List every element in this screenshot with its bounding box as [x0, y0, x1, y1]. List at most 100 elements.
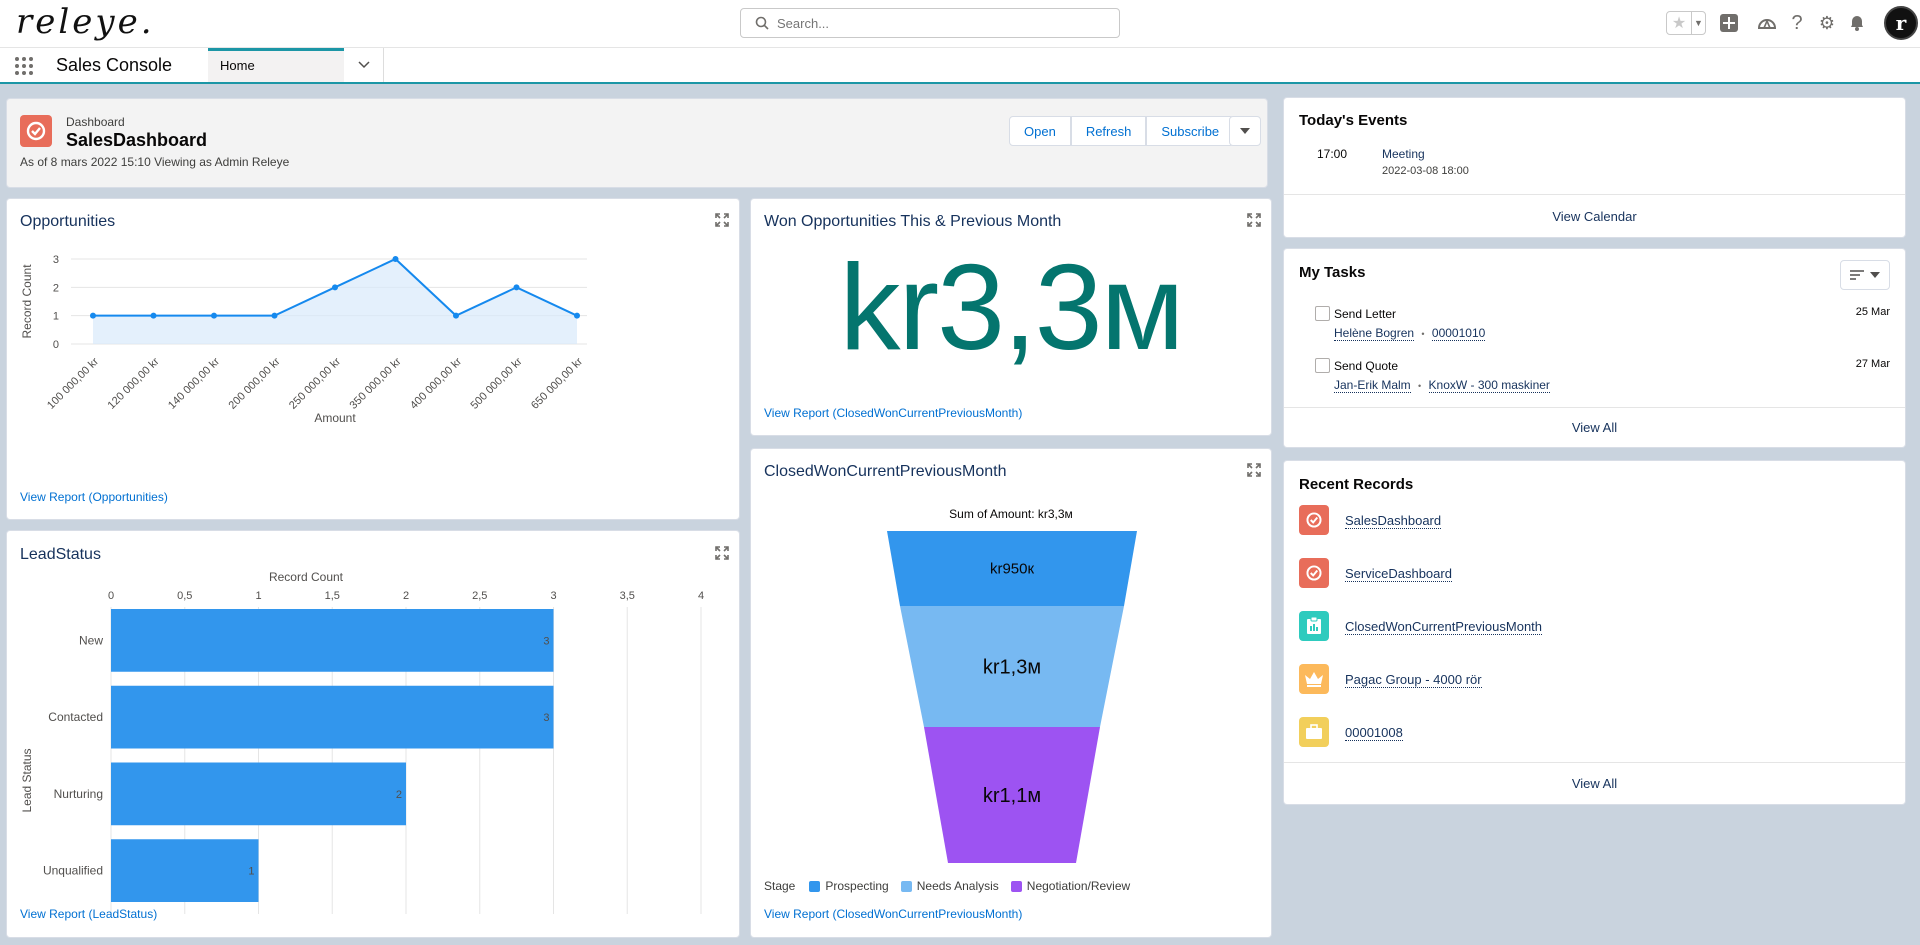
search-input[interactable]	[777, 13, 1097, 33]
x-tick-label: 0	[108, 590, 114, 602]
recent-record-item[interactable]: ClosedWonCurrentPreviousMonth	[1299, 611, 1899, 645]
task-name[interactable]: Send Quote	[1334, 359, 1399, 373]
y-axis-label: Record Count	[20, 264, 34, 339]
my-tasks-card: My Tasks Send Letter 25 Mar Helène Bogre…	[1283, 248, 1906, 448]
task-related: Helène Bogren • 00001010	[1334, 326, 1486, 341]
task-name[interactable]: Send Letter	[1334, 307, 1397, 321]
recent-records-card: Recent Records SalesDashboard ServiceDas…	[1283, 460, 1906, 805]
open-button[interactable]: Open	[1009, 116, 1071, 146]
task-record-link[interactable]: KnoxW - 300 maskiner	[1428, 378, 1550, 393]
funnel-segment	[900, 606, 1124, 727]
app-launcher-icon[interactable]	[14, 56, 34, 76]
funnel-segment	[924, 727, 1100, 863]
sort-lines-icon	[1850, 270, 1864, 280]
card-title: My Tasks	[1299, 264, 1366, 281]
help-icon[interactable]: ?	[1791, 11, 1803, 34]
x-tick-label: 1	[255, 590, 261, 602]
bar-value-label: 3	[543, 712, 549, 724]
expand-icon[interactable]	[1247, 463, 1261, 477]
x-tick-label: 3	[550, 590, 556, 602]
view-calendar-link[interactable]: View Calendar	[1284, 194, 1905, 238]
recent-record-link[interactable]: Pagac Group - 4000 rör	[1345, 672, 1482, 688]
dashboard-subtitle: As of 8 mars 2022 15:10 Viewing as Admin…	[20, 155, 290, 169]
view-all-tasks-link[interactable]: View All	[1284, 407, 1905, 447]
refresh-button[interactable]: Refresh	[1070, 116, 1147, 146]
recent-record-item[interactable]: Pagac Group - 4000 rör	[1299, 664, 1899, 698]
view-report-link[interactable]: View Report (ClosedWonCurrentPreviousMon…	[764, 907, 1023, 921]
user-avatar[interactable]: r	[1884, 6, 1918, 40]
bar	[111, 685, 554, 749]
recent-record-item[interactable]: ServiceDashboard	[1299, 558, 1899, 592]
line-area-fill	[93, 259, 577, 344]
x-tick-label: 250 000,00 kr	[287, 355, 343, 411]
recent-record-item[interactable]: 00001008	[1299, 717, 1899, 751]
company-logo[interactable]: releye.	[16, 2, 155, 42]
view-report-link[interactable]: View Report (ClosedWonCurrentPreviousMon…	[764, 406, 1023, 420]
tasks-filter-button[interactable]	[1840, 260, 1890, 290]
data-point	[271, 312, 278, 319]
y-tick-label: 2	[53, 282, 59, 294]
funnel-legend: Stage Prospecting Needs Analysis Negotiati…	[764, 879, 1142, 893]
recent-record-link[interactable]: ServiceDashboard	[1345, 566, 1452, 582]
recent-record-link[interactable]: 00001008	[1345, 725, 1403, 741]
won-opportunities-card: Won Opportunities This & Previous Month …	[750, 198, 1272, 436]
legend-title: Stage	[764, 879, 796, 893]
global-search[interactable]	[740, 8, 1120, 38]
opportunities-line-chart: 0 1 2 3 100 000,00 kr 120 000,00 kr 140 000,00…	[20, 254, 587, 425]
view-report-link[interactable]: View Report (LeadStatus)	[20, 907, 158, 921]
bar-value-label: 1	[248, 866, 254, 878]
recent-record-link[interactable]: SalesDashboard	[1345, 513, 1442, 529]
view-all-records-link[interactable]: View All	[1284, 762, 1905, 804]
opportunity-crown-icon	[1299, 664, 1329, 694]
event-name-link[interactable]: Meeting	[1382, 147, 1425, 161]
nav-menu-chevron-down-icon[interactable]	[344, 48, 384, 82]
app-name: Sales Console	[56, 55, 173, 75]
expand-icon[interactable]	[715, 546, 729, 560]
subscribe-button[interactable]: Subscribe	[1146, 116, 1235, 146]
separator: •	[1418, 381, 1422, 391]
leadstatus-bar-chart: Record Count 0 0,5 1 1,5 2 2,5 3 3,5 4 3 New 3 Contac…	[20, 570, 704, 914]
y-category-label: New	[79, 633, 103, 647]
y-tick-label: 1	[53, 311, 59, 323]
x-tick-label: 1,5	[325, 590, 340, 602]
task-record-link[interactable]: 00001010	[1431, 326, 1486, 341]
favorite-star-icon[interactable]: ★	[1671, 15, 1687, 32]
funnel-chart: kr950к kr1,3м kr1,1м	[887, 531, 1137, 863]
dashboard-icon	[1299, 558, 1329, 588]
dashboard-actions: Open Refresh Subscribe	[1009, 116, 1235, 146]
add-icon[interactable]	[1718, 12, 1740, 34]
trailhead-icon[interactable]	[1756, 12, 1778, 34]
x-tick-label: 400 000,00 kr	[408, 355, 464, 411]
recent-record-item[interactable]: SalesDashboard	[1299, 505, 1899, 539]
x-tick-label: 2,5	[472, 590, 487, 602]
task-checkbox[interactable]	[1315, 306, 1330, 321]
favorites-button[interactable]: ★ ▼	[1666, 11, 1706, 35]
recent-record-link[interactable]: ClosedWonCurrentPreviousMonth	[1345, 619, 1543, 635]
view-report-link[interactable]: View Report (Opportunities)	[20, 490, 168, 504]
task-date: 27 Mar	[1855, 358, 1890, 370]
card-title: Won Opportunities This & Previous Month	[764, 213, 1062, 230]
more-actions-button[interactable]	[1229, 116, 1261, 146]
task-checkbox[interactable]	[1315, 358, 1330, 373]
expand-icon[interactable]	[715, 213, 729, 227]
global-header: releye. ★ ▼ ? ⚙ r	[0, 0, 1920, 47]
bar-value-label: 3	[543, 635, 549, 647]
legend-swatch	[900, 880, 912, 892]
card-title: LeadStatus	[20, 546, 101, 563]
task-contact-link[interactable]: Helène Bogren	[1334, 326, 1415, 341]
task-contact-link[interactable]: Jan-Erik Malm	[1334, 378, 1411, 393]
notifications-bell-icon[interactable]	[1846, 12, 1868, 34]
event-end-time: 2022-03-08 18:00	[1382, 165, 1469, 177]
expand-icon[interactable]	[1247, 213, 1261, 227]
dashboard-icon	[20, 115, 52, 147]
setup-gear-icon[interactable]: ⚙	[1818, 12, 1836, 33]
bar	[111, 762, 406, 826]
data-point	[90, 312, 96, 319]
funnel-segment-label: kr1,1м	[983, 785, 1041, 807]
app-navigation-bar: Sales Console Home	[0, 47, 1920, 84]
todays-events-card: Today's Events 17:00 Meeting 2022-03-08 …	[1283, 97, 1906, 238]
x-tick-label: 2	[403, 590, 409, 602]
favorites-menu-chevron-icon[interactable]: ▼	[1691, 12, 1705, 34]
task-related: Jan-Erik Malm • KnoxW - 300 maskiner	[1334, 378, 1550, 393]
tab-home[interactable]: Home	[208, 48, 344, 82]
